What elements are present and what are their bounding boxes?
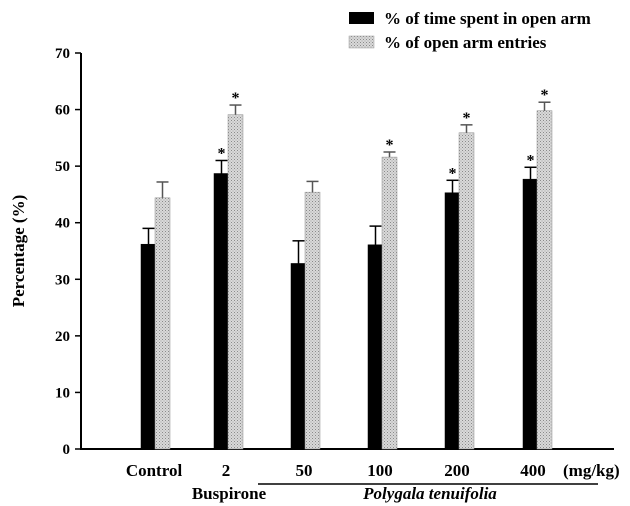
x-tick-labels: Control 2 50 100 200 400 <box>126 461 546 480</box>
bar-open-arm-entries-400 <box>536 110 553 450</box>
significance-star: * <box>527 152 535 169</box>
significance-star: * <box>541 87 549 104</box>
y-tick-label: 70 <box>55 46 70 62</box>
x-tick-label: 2 <box>222 461 231 480</box>
x-tick-label: Control <box>126 461 183 480</box>
significance-star: * <box>232 90 240 107</box>
legend-swatch-open-arm-entries <box>348 35 375 49</box>
y-tick-label: 0 <box>63 442 71 458</box>
legend-label-time-open-arm: % of time spent in open arm <box>384 9 591 28</box>
x-tick-label: 100 <box>367 461 393 480</box>
group-label-buspirone: Buspirone <box>192 484 267 503</box>
y-tick-label: 10 <box>55 385 70 401</box>
y-tick-label: 30 <box>55 272 70 288</box>
bar-open-arm-entries-Control <box>154 197 171 450</box>
y-tick-label: 60 <box>55 103 70 119</box>
legend-label-open-arm-entries: % of open arm entries <box>384 33 547 52</box>
bar-time-open-arm-50 <box>290 263 307 450</box>
bar-open-arm-entries-50 <box>304 191 321 450</box>
bar-open-arm-entries-2 <box>227 114 244 450</box>
group-label-polygala: Polygala tenuifolia <box>362 484 497 503</box>
bar-time-open-arm-400 <box>522 178 539 450</box>
legend-swatch-time-open-arm <box>349 12 374 24</box>
significance-star: * <box>449 165 457 182</box>
bar-time-open-arm-100 <box>367 244 384 450</box>
significance-star: * <box>386 137 394 154</box>
y-ticks: 0 10 20 30 40 50 60 70 <box>55 46 81 458</box>
x-tick-label: 50 <box>296 461 313 480</box>
bar-open-arm-entries-100 <box>381 156 398 450</box>
significance-star: * <box>463 110 471 127</box>
x-tick-label: 200 <box>444 461 470 480</box>
x-unit-label: (mg/kg) <box>563 461 620 480</box>
x-tick-label: 400 <box>520 461 546 480</box>
bars: * * * * * * * <box>140 87 553 450</box>
bar-time-open-arm-Control <box>140 243 157 450</box>
bar-time-open-arm-2 <box>213 173 230 450</box>
y-tick-label: 50 <box>55 159 70 175</box>
legend: % of time spent in open arm % of open ar… <box>348 9 591 52</box>
significance-star: * <box>218 145 226 162</box>
bar-open-arm-entries-200 <box>458 132 475 450</box>
y-axis-title: Percentage (%) <box>9 195 28 308</box>
bar-time-open-arm-200 <box>444 192 461 450</box>
y-tick-label: 40 <box>55 216 70 232</box>
y-tick-label: 20 <box>55 329 70 345</box>
